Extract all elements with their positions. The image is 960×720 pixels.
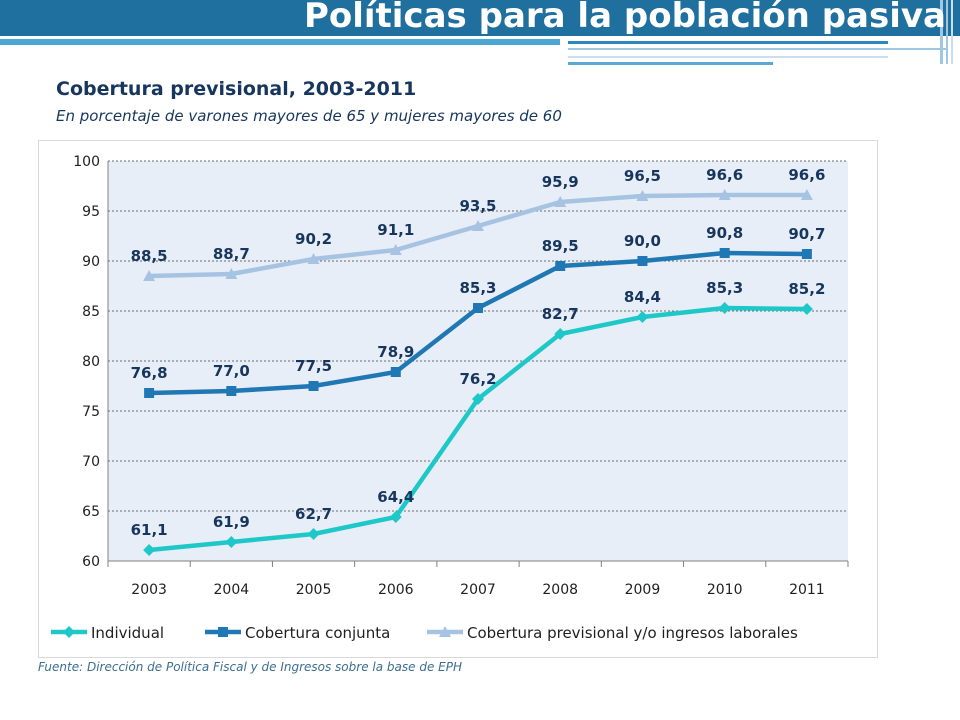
legend-label: Cobertura previsional y/o ingresos labor… [467,624,798,642]
series-1-marker [472,393,484,405]
y-tick-label: 90 [82,254,100,270]
slide-header: Políticas para la población pasiva [0,0,960,70]
series-1-marker [143,544,156,556]
series-3-marker [389,244,402,255]
series-2-data-label: 90,7 [788,225,825,243]
source-note: Fuente: Dirección de Política Fiscal y d… [38,660,462,674]
y-tick-label: 100 [73,154,100,170]
series-1-data-label: 85,3 [706,279,743,297]
series-1-data-label: 76,2 [459,370,496,388]
series-1-data-label: 82,7 [542,305,579,323]
x-tick-label: 2006 [378,582,414,598]
x-tick-label: 2003 [131,582,167,598]
coverage-line-chart: 60 65 70 75 80 85 90 95 100 2003 2004 2005 2006 2007 2… [51,154,849,642]
x-tick-label: 2007 [460,582,496,598]
chart-frame: 60 65 70 75 80 85 90 95 100 2003 2004 2005 2006 2007 2… [38,140,878,658]
slide-title: Políticas para la población pasiva [303,0,946,36]
series-2-marker [637,256,648,266]
series-1-marker [307,528,320,540]
chart-title: Cobertura previsional, 2003-2011 [56,78,417,100]
series-3-data-label: 95,9 [542,173,579,191]
series-1-data-label: 62,7 [295,505,332,523]
series-2-marker [226,386,237,396]
series-2-data-label: 85,3 [459,279,496,297]
legend-label: Cobertura conjunta [245,624,390,642]
y-tick-label: 60 [82,554,100,570]
series-3-marker [307,253,320,264]
series-3-data-label: 88,7 [213,245,250,263]
y-tick-label: 65 [82,504,100,520]
x-tick-label: 2011 [789,582,825,598]
legend-swatch-marker [439,626,451,637]
series-2-data-label: 90,8 [706,224,743,242]
series-1-marker [389,511,402,523]
series-3-marker [143,270,156,281]
series-3-marker [472,220,484,231]
series-2-marker [719,248,730,258]
series-3-marker [718,189,731,200]
series-1-marker [800,303,813,315]
y-tick-label: 85 [82,304,100,320]
series-1-marker [225,536,238,548]
series-1-marker [554,328,567,340]
series-2-data-label: 78,9 [377,343,414,361]
series-2-marker [801,249,812,259]
series-1-marker [718,302,731,314]
series-2-marker [555,261,566,271]
x-tick-label: 2004 [214,582,250,598]
series-2-data-label: 90,0 [624,232,661,250]
header-band-graphic [0,0,960,65]
series-3-data-label: 96,6 [788,166,825,184]
y-tick-label: 70 [82,454,100,470]
series-3-marker [554,196,567,207]
series-2-data-label: 77,0 [213,362,250,380]
series-2-data-label: 77,5 [295,357,332,375]
series-1-data-label: 61,1 [131,521,168,539]
series-1-data-label: 85,2 [788,280,825,298]
chart-subtitle: En porcentaje de varones mayores de 65 y… [56,107,562,125]
series-3-marker [636,190,649,201]
series-3-data-label: 91,1 [377,221,414,239]
legend-swatch-marker [63,626,75,638]
x-tick-label: 2008 [542,582,578,598]
series-2-data-label: 89,5 [542,237,579,255]
series-2-data-label: 76,8 [131,364,168,382]
series-2-marker [144,388,155,398]
series-3-data-label: 93,5 [459,197,496,215]
series-2-marker [473,303,483,313]
series-2-marker [390,367,401,377]
series-1-marker [636,311,649,323]
y-tick-label: 75 [82,404,100,420]
legend-label: Individual [91,624,164,642]
x-tick-label: 2010 [707,582,743,598]
x-tick-label: 2005 [296,582,332,598]
series-3-marker [800,189,813,200]
series-1-data-label: 64,4 [377,488,414,506]
series-3-data-label: 96,5 [624,167,661,185]
series-1-data-label: 84,4 [624,288,661,306]
y-tick-label: 80 [82,354,100,370]
series-3-data-label: 90,2 [295,230,332,248]
series-2-marker [308,381,319,391]
series-1-data-label: 61,9 [213,513,250,531]
series-3-marker [225,268,238,279]
y-tick-label: 95 [82,204,100,220]
x-tick-label: 2009 [625,582,661,598]
series-3-data-label: 96,6 [706,166,743,184]
series-3-data-label: 88,5 [131,247,168,265]
legend-swatch-marker [218,627,228,637]
